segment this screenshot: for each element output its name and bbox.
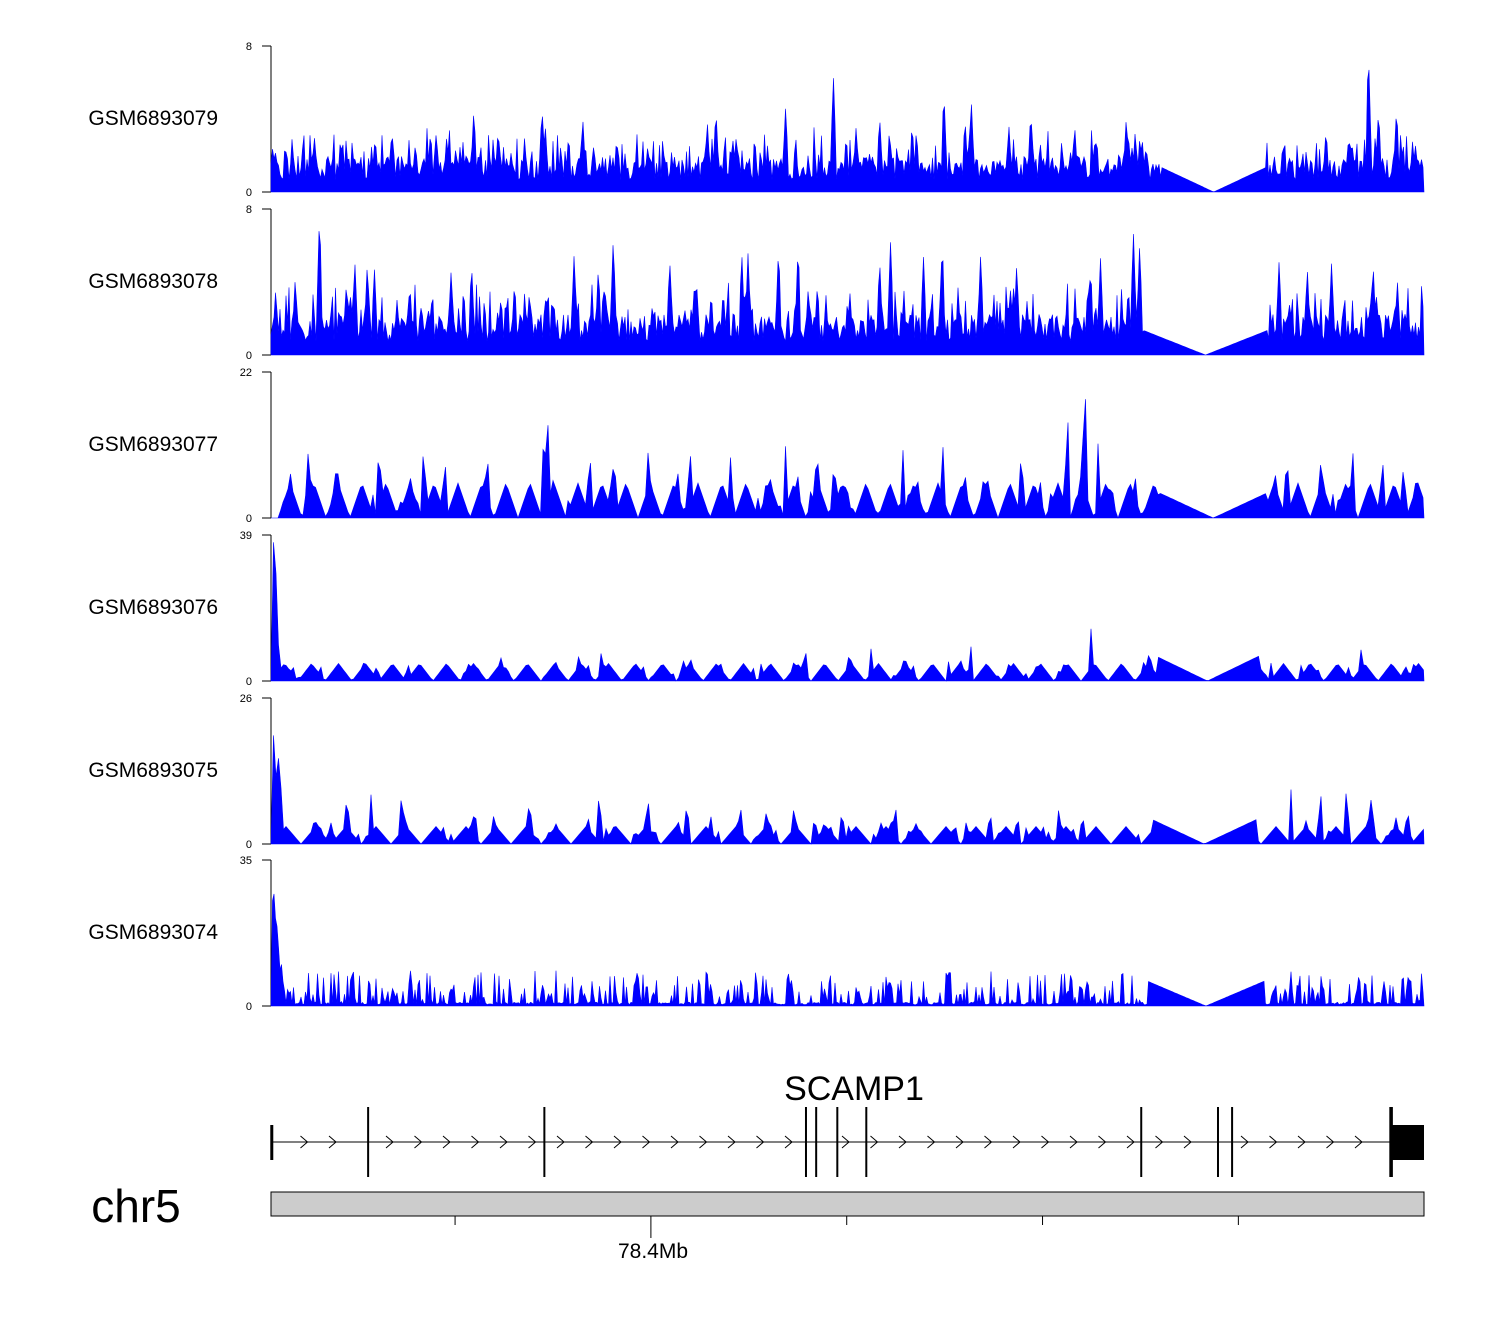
strand-arrow — [556, 1135, 565, 1149]
strand-arrow — [898, 1135, 907, 1149]
strand-arrow — [1126, 1135, 1135, 1149]
signal-area — [270, 735, 1425, 845]
strand-arrow — [300, 1135, 309, 1149]
strand-arrow — [1098, 1135, 1107, 1149]
track-3: GSM6893076 39 0 — [88, 530, 1425, 688]
strand-arrow — [528, 1135, 537, 1149]
track-label: GSM6893075 — [88, 759, 218, 782]
strand-arrow — [756, 1135, 765, 1149]
signal-area — [270, 231, 1425, 356]
track-5: GSM6893074 35 0 — [88, 855, 1425, 1013]
y-min-label: 0 — [246, 839, 252, 851]
strand-arrow — [670, 1135, 679, 1149]
strand-arrows — [300, 1135, 1363, 1149]
signal-area — [270, 542, 1425, 682]
strand-arrow — [955, 1135, 964, 1149]
y-max-label: 22 — [240, 367, 252, 379]
strand-arrow — [1041, 1135, 1050, 1149]
strand-arrow — [1183, 1135, 1192, 1149]
y-min-label: 0 — [246, 513, 252, 525]
y-min-label: 0 — [246, 187, 252, 199]
strand-arrow — [699, 1135, 708, 1149]
strand-arrow — [727, 1135, 736, 1149]
track-label: GSM6893074 — [88, 921, 218, 944]
y-min-label: 0 — [246, 350, 252, 362]
strand-arrow — [784, 1135, 793, 1149]
y-min-label: 0 — [246, 1001, 252, 1013]
strand-arrow — [1155, 1135, 1164, 1149]
strand-arrow — [642, 1135, 651, 1149]
strand-arrow — [1326, 1135, 1335, 1149]
strand-arrow — [870, 1135, 879, 1149]
signal-area — [270, 69, 1425, 193]
axis-coordinate-label: 78.4Mb — [618, 1240, 688, 1263]
chromosome-bar — [270, 1191, 1425, 1217]
signal-area — [270, 893, 1425, 1007]
gene-model: SCAMP1 — [270, 1070, 1424, 1177]
strand-arrow — [385, 1135, 394, 1149]
strand-arrow — [613, 1135, 622, 1149]
utr-exon — [1391, 1125, 1424, 1160]
track-label: GSM6893077 — [88, 433, 218, 456]
strand-arrow — [1297, 1135, 1306, 1149]
y-max-label: 8 — [246, 204, 252, 216]
strand-arrow — [1240, 1135, 1249, 1149]
y-max-label: 39 — [240, 530, 252, 542]
strand-arrow — [984, 1135, 993, 1149]
strand-arrow — [328, 1135, 337, 1149]
y-min-label: 0 — [246, 676, 252, 688]
exons — [270, 1107, 1393, 1177]
strand-arrow — [1069, 1135, 1078, 1149]
signal-area — [271, 399, 1425, 519]
gene-name: SCAMP1 — [784, 1070, 924, 1108]
track-label: GSM6893079 — [88, 107, 218, 130]
chromosome-label: chr5 — [91, 1180, 180, 1232]
strand-arrow — [471, 1135, 480, 1149]
y-max-label: 35 — [240, 855, 252, 867]
strand-arrow — [1269, 1135, 1278, 1149]
strand-arrow — [841, 1135, 850, 1149]
y-max-label: 8 — [246, 41, 252, 53]
strand-arrow — [499, 1135, 508, 1149]
strand-arrow — [927, 1135, 936, 1149]
track-2: GSM6893077 22 0 — [88, 367, 1425, 525]
chromosome-axis: chr5 78.4Mb — [91, 1180, 1425, 1263]
track-label: GSM6893078 — [88, 270, 218, 293]
track-label: GSM6893076 — [88, 596, 218, 619]
track-1: GSM6893078 8 0 — [88, 204, 1425, 362]
strand-arrow — [1012, 1135, 1021, 1149]
y-max-label: 26 — [240, 693, 252, 705]
strand-arrow — [414, 1135, 423, 1149]
axis-ticks — [454, 1216, 1239, 1238]
track-0: GSM6893079 8 0 — [88, 41, 1425, 199]
track-4: GSM6893075 26 0 — [88, 693, 1425, 851]
strand-arrow — [585, 1135, 594, 1149]
strand-arrow — [442, 1135, 451, 1149]
strand-arrow — [1354, 1135, 1363, 1149]
